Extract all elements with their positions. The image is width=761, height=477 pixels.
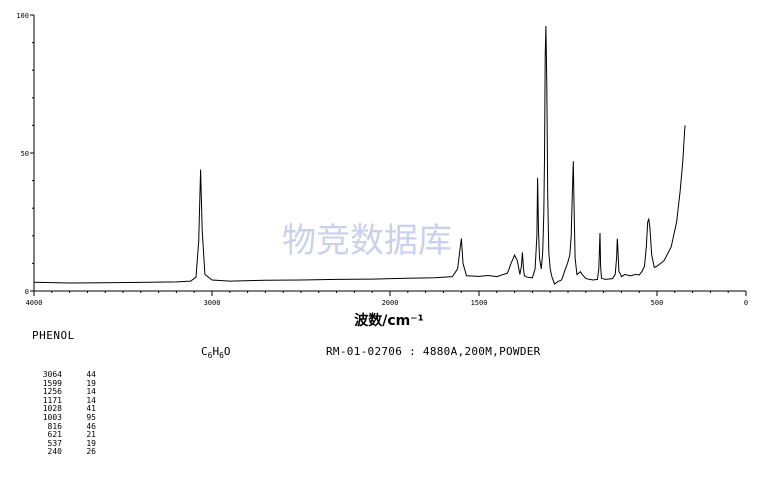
peak-intensity: 21 — [86, 430, 96, 440]
measurement-info: RM-01-02706 : 4880A,200M,POWDER — [326, 345, 541, 358]
peak-intensity: 26 — [86, 447, 96, 457]
formula-o: O — [223, 345, 231, 358]
peak-intensity: 41 — [86, 404, 96, 414]
peak-intensity: 14 — [86, 387, 96, 397]
peak-table-row: 621 21 — [30, 431, 96, 440]
peak-intensity: 95 — [86, 412, 96, 422]
y-tick-label: 50 — [21, 150, 29, 158]
x-tick-label: 4000 — [26, 299, 43, 307]
y-tick-label: 100 — [16, 12, 29, 20]
peak-table-row: 816 46 — [30, 421, 96, 432]
formula-c-count: 6 — [207, 351, 213, 361]
peak-table-row: 1599 19 — [30, 378, 96, 389]
peak-position: 1171 — [42, 395, 62, 405]
peak-intensity: 46 — [86, 421, 96, 431]
y-axis-ticks: 0 50 100 — [16, 12, 34, 296]
x-tick-label: 0 — [744, 299, 748, 307]
x-tick-label: 3000 — [204, 299, 221, 307]
watermark-text: 物竞数据库 — [282, 221, 452, 261]
peak-intensity: 19 — [86, 438, 96, 448]
formula-c: C — [201, 345, 208, 358]
peak-table-row: 1003 95 — [30, 412, 96, 423]
peak-position: 816 — [47, 421, 62, 431]
formula-h: H — [212, 345, 220, 358]
peak-table-row: 537 19 — [30, 438, 96, 449]
x-tick-label: 500 — [651, 299, 664, 307]
y-tick-label: 0 — [25, 288, 29, 296]
peak-position: 240 — [47, 447, 62, 457]
peak-position: 1256 — [42, 387, 62, 397]
peak-position: 537 — [47, 438, 62, 448]
spectrum-series-line — [33, 25, 686, 285]
spectrum-chart: 物竞数据库 0 50 100 4000 3000 2000 1500 500 0 波数/cm⁻… — [16, 12, 748, 329]
peak-position: 1599 — [42, 378, 62, 388]
x-axis-minor-ticks — [51, 291, 729, 293]
x-axis-label: 波数/cm⁻¹ — [354, 312, 424, 329]
formula-h-count: 6 — [219, 351, 224, 361]
peak-table-row: 1028 41 — [30, 405, 96, 414]
peak-table-row: 1171 14 — [30, 395, 96, 406]
peak-intensity: 44 — [86, 370, 96, 379]
peak-intensity: 14 — [86, 395, 96, 405]
x-tick-label: 1500 — [471, 299, 488, 307]
peak-table: 3064 44 1599 19 1256 14 1171 14 1028 41 1003 95 816 4… — [30, 370, 96, 457]
peak-position: 1028 — [42, 404, 62, 414]
peak-intensity: 19 — [86, 378, 96, 388]
peak-table-row: 240 26 — [30, 448, 96, 457]
x-tick-label: 2000 — [382, 299, 399, 307]
peak-table-row: 3064 44 — [30, 370, 96, 380]
peak-position: 1003 — [42, 412, 62, 422]
peak-position: 621 — [47, 430, 62, 440]
x-axis-ticks: 4000 3000 2000 1500 500 0 — [26, 291, 748, 307]
peak-position: 3064 — [42, 370, 62, 379]
compound-name: PHENOL — [32, 329, 75, 342]
molecular-formula: C6H6O — [201, 345, 231, 360]
peak-table-row: 1256 14 — [30, 388, 96, 397]
